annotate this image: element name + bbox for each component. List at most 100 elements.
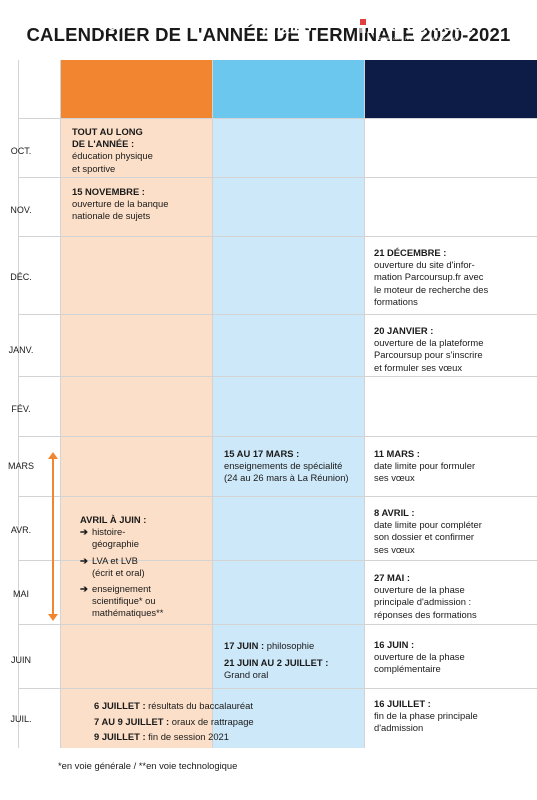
eval-nov-text-cont: nationale de sujets [72, 210, 151, 222]
eval-item-text: scientifique* ou [92, 595, 156, 607]
parcoursup-juil-date: 16 JUILLET : [374, 698, 431, 709]
arrow-up-icon [48, 452, 58, 459]
parcoursup-text: ses vœux [374, 472, 415, 484]
month-label: OCT. [10, 146, 32, 156]
parcoursup-text: réponses des formations [374, 608, 477, 620]
row-divider [18, 688, 537, 689]
arrow-right-icon: ➔ [80, 583, 88, 595]
month-label: DÉC. [10, 272, 32, 282]
juillet-date: 6 JUILLET : [94, 700, 146, 711]
table-border-left [18, 60, 19, 748]
eval-avril-date: AVRIL À JUIN : [80, 514, 147, 525]
eval-avril-item: ➔ histoire- géographie [80, 526, 200, 550]
row-divider [18, 376, 537, 377]
eval-item-text: histoire- [92, 526, 126, 538]
parcoursup-text: son dossier et confirmer [374, 531, 475, 543]
parcoursup-avril-date: 8 AVRIL : [374, 507, 415, 518]
parcoursup-text: principale d'admission : [374, 596, 472, 608]
parcoursup-juin-date: 16 JUIN : [374, 639, 415, 650]
month-label: JUIN [11, 655, 31, 665]
month-label: MAI [12, 589, 29, 599]
row-divider [18, 236, 537, 237]
juillet-item: 7 AU 9 JUILLET : oraux de rattrapage [94, 714, 334, 730]
evaluations-header [60, 60, 212, 118]
juillet-text: oraux de rattrapage [169, 715, 254, 727]
eval-oct-date: TOUT AU LONG [72, 126, 143, 137]
eval-item-text: enseignement [92, 583, 151, 595]
juillet-date: 7 AU 9 JUILLET : [94, 715, 170, 727]
parcoursup-logo: Parcoursup Entrez dans l'enseignement su… [360, 16, 510, 42]
eval-nov-date: 15 NOVEMBRE : [72, 186, 145, 197]
row-divider [18, 177, 537, 178]
month-label: NOV. [10, 205, 32, 215]
epreuves-mars-entry: 15 AU 17 MARS : enseignements de spécial… [224, 448, 364, 485]
calendar-table [18, 60, 537, 748]
evaluations-subtitle: Dates fixées par l'établissement [58, 45, 178, 55]
eval-item-text: mathématiques** [92, 607, 164, 619]
juillet-text: résultats du baccalauréat [145, 700, 253, 711]
row-divider [18, 560, 537, 561]
eval-item-text: géographie [92, 538, 139, 550]
page-title: CALENDRIER DE L'ANNÉE DE TERMINALE 2020-… [26, 24, 511, 45]
parcoursup-header [364, 60, 537, 118]
parcoursup-text: ses vœux [374, 543, 415, 555]
parcoursup-text: d'admission [374, 722, 424, 734]
epreuves-mars-text-cont: (24 au 26 mars à La Réunion) [224, 472, 349, 484]
juillet-date: 9 JUILLET : [94, 731, 146, 742]
column-divider [212, 60, 213, 748]
eval-oct-text-cont: et sportive [72, 162, 116, 174]
eval-oct-date-cont: DE L'ANNÉE : [72, 138, 135, 150]
parcoursup-dec-date: 21 DÉCEMBRE : [374, 247, 447, 258]
arrow-right-icon: ➔ [80, 526, 88, 538]
month-label: JUIL. [10, 714, 32, 724]
parcoursup-text: mation Parcoursup.fr avec [374, 271, 484, 283]
row-divider [18, 496, 537, 497]
parcoursup-text: date limite pour compléter [374, 519, 482, 531]
parcoursup-dec-entry: 21 DÉCEMBRE : ouverture du site d'infor-… [374, 247, 534, 308]
parcoursup-text: et formuler ses vœux [374, 361, 463, 373]
parcoursup-text: ouverture de la phase [374, 584, 465, 596]
parcoursup-text: date limite pour formuler [374, 460, 476, 472]
column-divider [60, 60, 61, 748]
parcoursup-text: Parcoursup pour s'inscrire [374, 349, 483, 361]
epreuves-column [212, 60, 364, 748]
epreuves-juin2-date: 21 JUIN AU 2 JUILLET : [224, 657, 329, 669]
footnote: *en voie générale / **en voie technologi… [58, 760, 238, 771]
parcoursup-mai-date: 27 MAI : [374, 572, 410, 583]
parcoursup-mars-date: 11 MARS : [374, 448, 420, 459]
parcoursup-juin-entry: 16 JUIN : ouverture de la phase compléme… [374, 639, 534, 676]
epreuves-juin2-text: Grand oral [224, 669, 269, 681]
epreuves-mars-text: enseignements de spécialité [224, 460, 343, 472]
eval-avril-entry: AVRIL À JUIN : ➔ histoire- géographie ➔ … [80, 514, 200, 620]
parcoursup-mark-icon [360, 19, 374, 33]
eval-nov-text: ouverture de la banque [72, 198, 169, 210]
epreuves-juin1-date: 17 JUIN : [224, 640, 265, 651]
parcoursup-janv-entry: 20 JANVIER : ouverture de la plateforme … [374, 325, 534, 374]
month-label: AVR. [10, 525, 32, 535]
epreuves-juin-entry: 17 JUIN : philosophie 21 JUIN AU 2 JUILL… [224, 640, 364, 682]
parcoursup-text: le moteur de recherche des [374, 283, 489, 295]
evaluations-column [60, 60, 212, 748]
parcoursup-text: ouverture du site d'infor- [374, 259, 475, 271]
juillet-item: 6 JUILLET : résultats du baccalauréat [94, 698, 334, 714]
parcoursup-janv-date: 20 JANVIER : [374, 325, 434, 336]
period-arrow-line [52, 456, 54, 616]
arrow-down-icon [48, 614, 58, 621]
juillet-item: 9 JUILLET : fin de session 2021 [94, 729, 334, 745]
eval-oct-text: éducation physique [72, 150, 153, 162]
eval-item-text: (écrit et oral) [92, 566, 145, 578]
parcoursup-text: fin de la phase principale [374, 710, 478, 722]
month-label: FÉV. [11, 404, 31, 414]
parcoursup-text: formations [374, 295, 418, 307]
month-label: MARS [7, 461, 34, 471]
juillet-results: 6 JUILLET : résultats du baccalauréat 7 … [94, 698, 334, 745]
parcoursup-mars-entry: 11 MARS : date limite pour formuler ses … [374, 448, 534, 485]
juillet-text: fin de session 2021 [145, 731, 229, 742]
eval-oct-entry: TOUT AU LONG DE L'ANNÉE : éducation phys… [72, 126, 202, 175]
parcoursup-text: ouverture de la plateforme [374, 337, 484, 349]
arrow-right-icon: ➔ [80, 554, 88, 566]
parcoursup-juil-entry: 16 JUILLET : fin de la phase principale … [374, 698, 534, 735]
column-divider [364, 60, 365, 748]
row-divider [18, 436, 537, 437]
row-divider [18, 314, 537, 315]
